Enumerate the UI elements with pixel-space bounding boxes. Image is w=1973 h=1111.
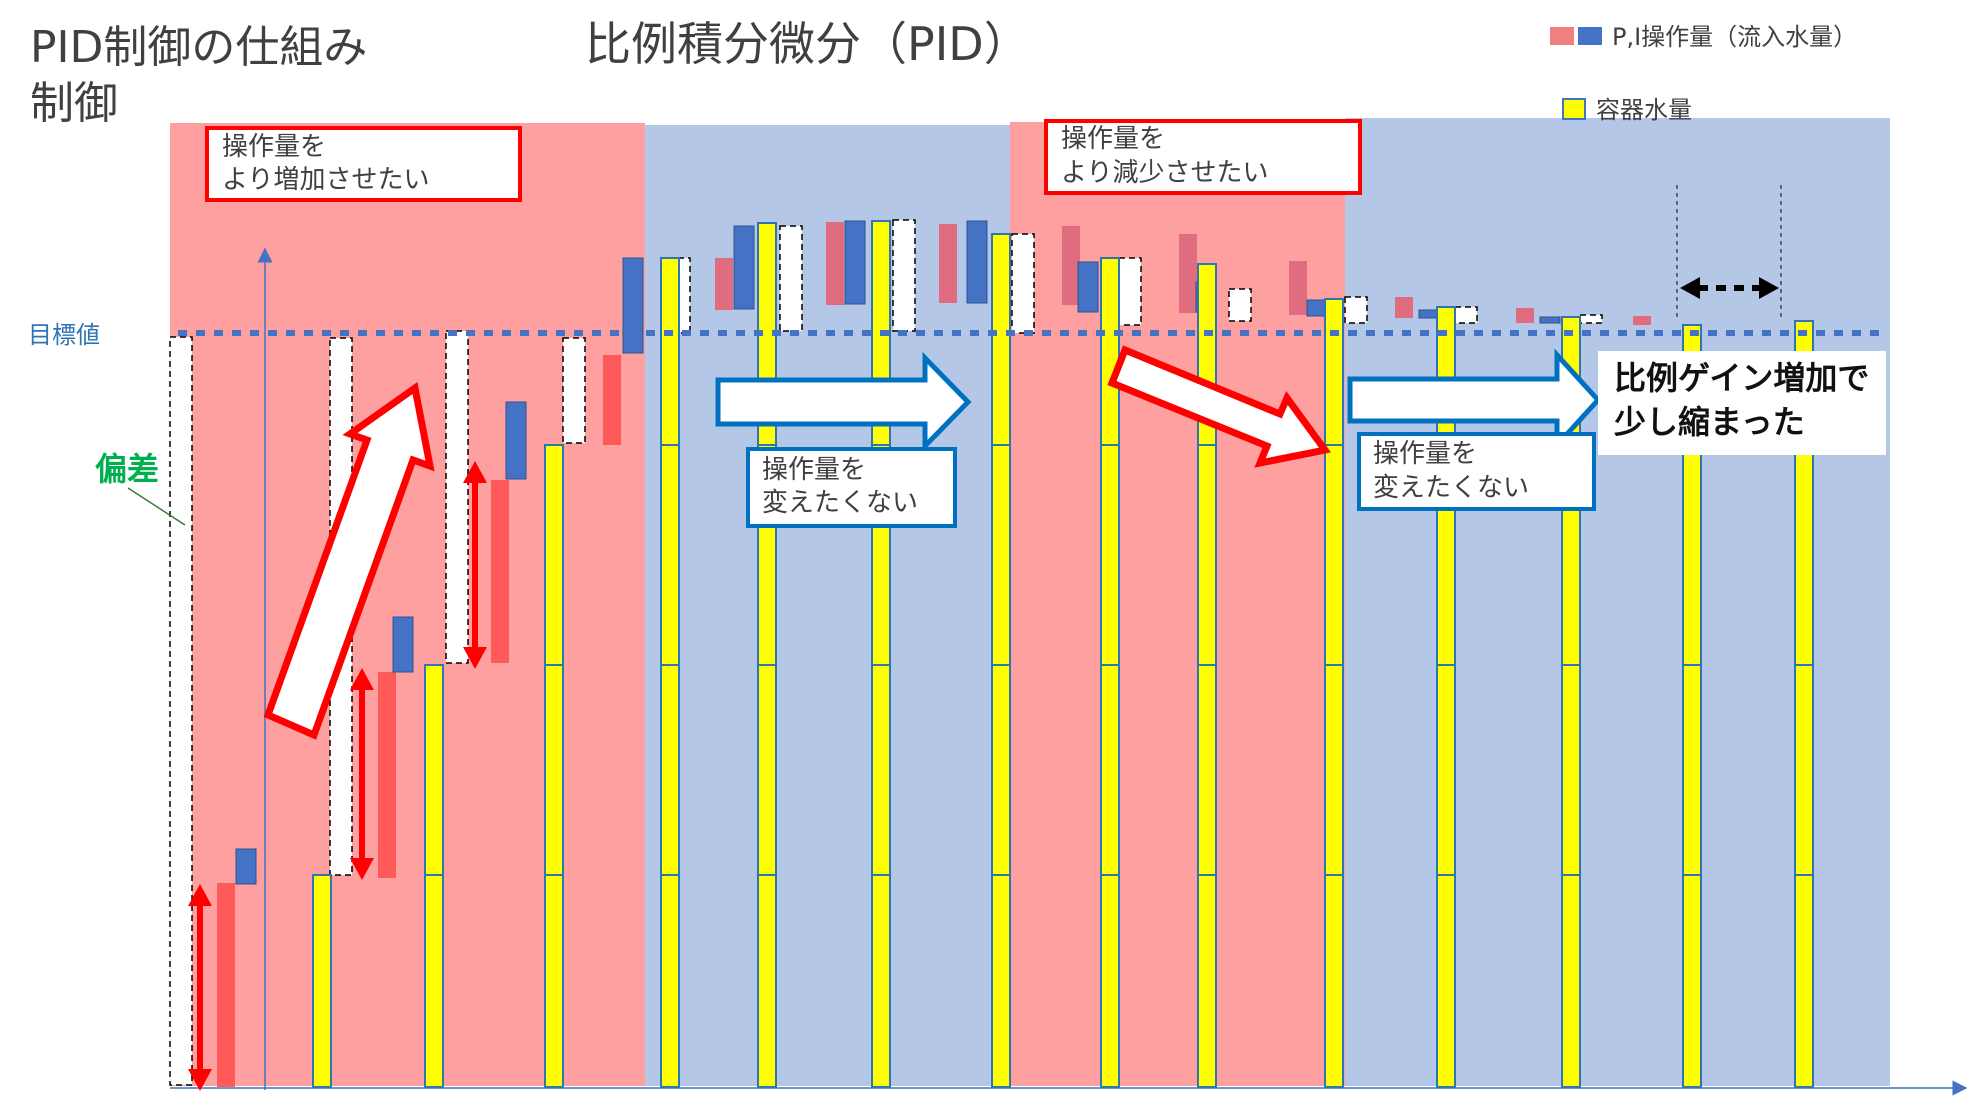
i-bar-4: [622, 257, 644, 354]
deviation-box-13: [1579, 314, 1603, 324]
deviation-box-4: [562, 337, 586, 444]
water-bar-14: [1794, 320, 1814, 1088]
water-bar-8: [1100, 257, 1120, 1088]
water-bar-5: [757, 222, 777, 1088]
p-bar-12: [1516, 308, 1534, 323]
water-bar-7: [991, 233, 1011, 1088]
callout-keep2-box: [1357, 432, 1596, 511]
p-bar-5: [715, 258, 733, 310]
i-bar-3: [505, 401, 527, 480]
legend-water-label: 容器水量: [1596, 96, 1692, 124]
callout-decrease-line1: 操作量を: [1061, 124, 1165, 154]
p-bar-10: [1289, 261, 1307, 315]
i-bar-1: [235, 848, 257, 885]
legend-p-swatch: [1550, 27, 1574, 45]
deviation-box-11: [1344, 296, 1368, 324]
result-line2: 少し縮まった: [1614, 403, 1805, 441]
i-bar-8: [1077, 261, 1099, 313]
result-line1: 比例ゲイン増加で: [1614, 359, 1869, 397]
deviation-box-3: [445, 330, 469, 664]
p-bar-1: [217, 883, 235, 1087]
legend-pi-label: P,I操作量（流入水量）: [1612, 23, 1857, 51]
deviation-box-7: [892, 219, 916, 332]
deviation-box-8: [1011, 233, 1035, 334]
page-title-left: PID制御の仕組み: [30, 22, 367, 73]
p-bar-8: [1062, 226, 1080, 305]
zone-increase: [170, 123, 645, 1086]
deviation-pointer: [127, 487, 186, 526]
decrease-arrow: [1107, 345, 1332, 468]
legend-i-swatch: [1578, 27, 1602, 45]
water-bar-3: [544, 444, 564, 1088]
callout-keep2-line2: 変えたくない: [1373, 473, 1529, 503]
i-bar-2: [392, 616, 414, 673]
p-bar-4: [603, 355, 621, 445]
water-bar-9: [1197, 263, 1217, 1088]
callout-increase-box: [205, 126, 522, 202]
p-bar-3: [491, 480, 509, 663]
p-bar-13: [1633, 316, 1651, 325]
spacing-arrow: [1680, 277, 1779, 299]
p-bar-6: [826, 222, 844, 305]
water-bar-4: [660, 257, 680, 1088]
deviation-arrow-2: [350, 668, 374, 880]
p-bar-11: [1395, 297, 1413, 318]
i-bar-12: [1539, 316, 1561, 324]
water-bar-10: [1324, 298, 1344, 1088]
p-bar-2: [378, 672, 396, 878]
callout-decrease-box: [1044, 119, 1362, 195]
result-box: [1598, 351, 1886, 455]
deviation-box-6: [779, 225, 803, 332]
water-bar-1: [312, 874, 332, 1088]
deviation-box-12: [1454, 306, 1478, 324]
hold-arrow-2: [1347, 348, 1602, 452]
hold-arrow-1: [715, 351, 972, 453]
legend-water-swatch: [1562, 98, 1586, 120]
callout-keep2-line1: 操作量を: [1373, 439, 1477, 469]
target-label: 目標値: [28, 321, 100, 349]
water-bar-13: [1682, 324, 1702, 1088]
page-title-left-2: 制御: [30, 78, 118, 129]
deviation-arrow-3: [463, 461, 487, 669]
page-title-main: 比例積分微分（PID）: [585, 17, 1030, 71]
water-bar-11: [1436, 306, 1456, 1088]
deviation-box-9: [1118, 257, 1142, 326]
callout-increase-line1: 操作量を: [222, 132, 326, 162]
callout-keep1-line1: 操作量を: [762, 455, 866, 485]
deviation-label: 偏差: [95, 450, 159, 488]
callout-keep1-line2: 変えたくない: [762, 488, 918, 518]
water-bar-6: [871, 220, 891, 1088]
i-bar-6: [844, 220, 866, 305]
callout-increase-line2: より増加させたい: [222, 165, 429, 195]
deviation-arrow-1: [188, 884, 212, 1091]
deviation-box-10: [1228, 288, 1252, 322]
callout-keep1-box: [746, 447, 957, 528]
i-bar-5: [733, 225, 755, 310]
i-bar-7: [966, 220, 988, 304]
deviation-box-1: [169, 336, 193, 1086]
p-bar-9: [1179, 234, 1197, 313]
increase-arrow: [263, 382, 435, 740]
callout-decrease-line2: より減少させたい: [1061, 158, 1268, 188]
p-bar-7: [939, 224, 957, 303]
